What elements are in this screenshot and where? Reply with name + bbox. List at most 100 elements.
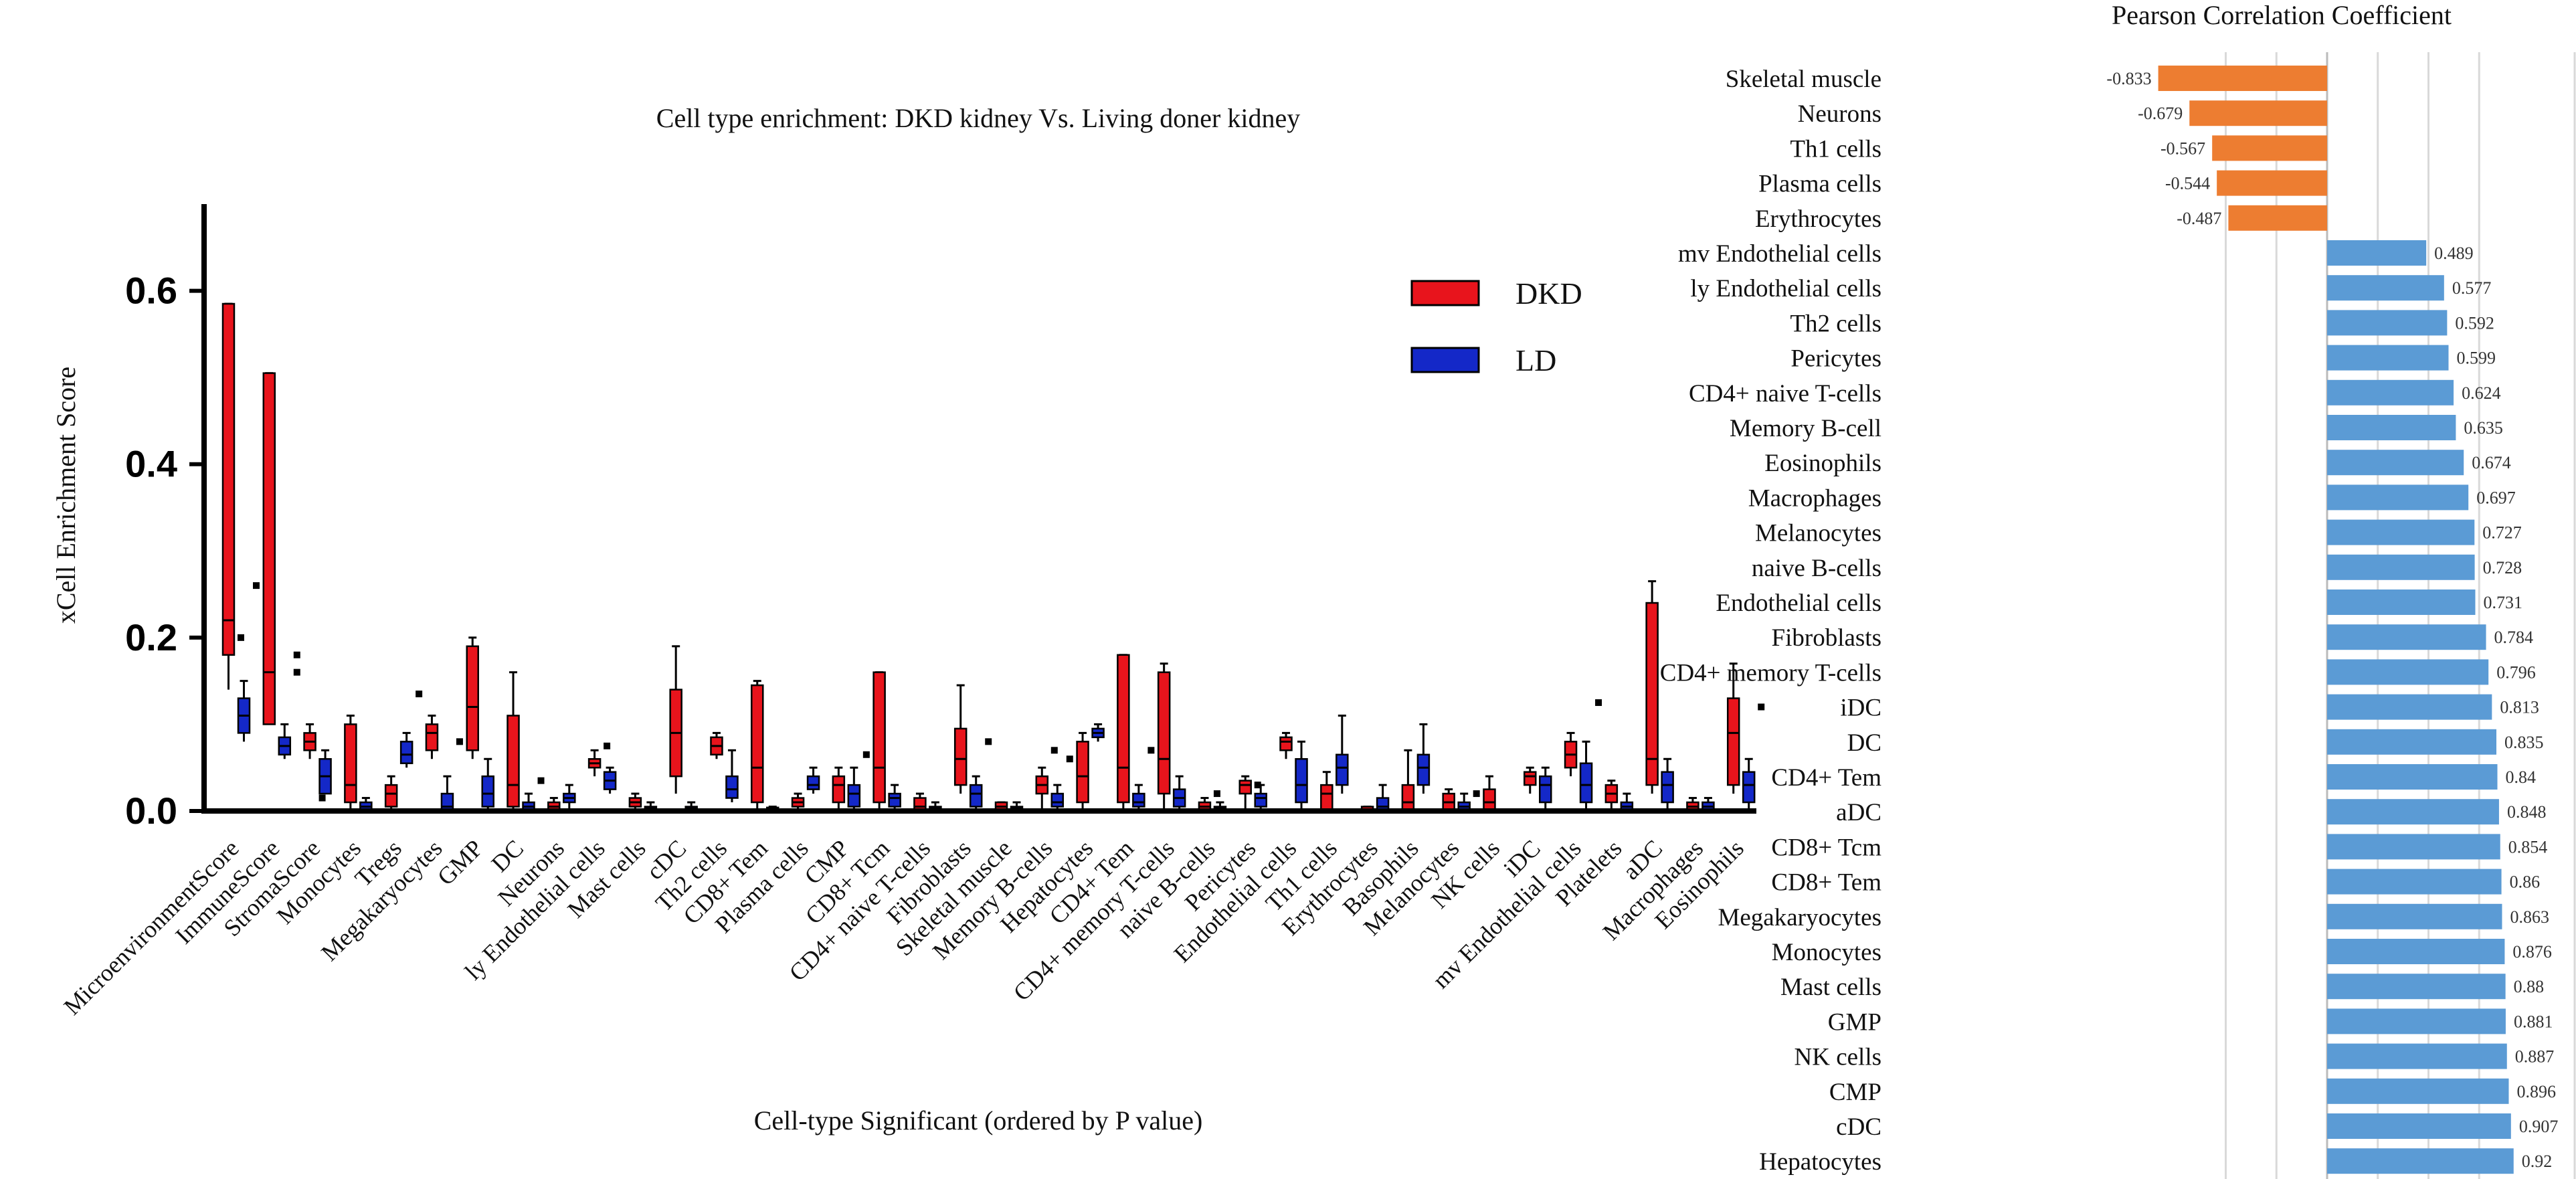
box-iqr [1661, 771, 1674, 804]
box-ld-endothelial-cells [1295, 740, 1308, 811]
bar [2189, 100, 2327, 126]
bar [2327, 764, 2498, 790]
bar-row-gmp: GMP 0.881 [1828, 1008, 2553, 1036]
box-iqr [888, 792, 901, 808]
box-x-axis: MicroenvironmentScoreImmuneScoreStromaSc… [59, 808, 1756, 1020]
bar-value-label: 0.887 [2515, 1047, 2555, 1067]
bar [2327, 834, 2500, 860]
bar [2327, 484, 2469, 511]
bar-value-label: 0.635 [2464, 418, 2503, 438]
legend-swatch-ld [1410, 347, 1480, 373]
legend-label-dkd: DKD [1515, 276, 1582, 310]
outlier-point [293, 668, 300, 676]
box-iqr [1726, 697, 1740, 786]
y-tick-label: 0.0 [125, 790, 177, 832]
bar-value-label: -0.544 [2165, 174, 2210, 193]
bar-value-label: 0.731 [2483, 593, 2522, 612]
box-ld-microenvironmentscore [237, 680, 251, 742]
bar-value-label: 0.489 [2434, 244, 2474, 263]
box-ld-eosinophils [1742, 757, 1756, 811]
bar [2327, 1078, 2509, 1104]
bar-row-cd8-tem: CD8+ Tem 0.86 [1771, 869, 2540, 897]
bar-value-label: 0.86 [2510, 873, 2541, 892]
bar [2217, 170, 2327, 196]
bar-row-memory-b-cell: Memory B-cell 0.635 [1730, 415, 2503, 442]
outlier-point [238, 634, 244, 641]
box-ld-cmp [847, 766, 861, 811]
bar [2327, 519, 2475, 545]
box-iqr [1483, 788, 1496, 812]
bar [2327, 1148, 2514, 1174]
box-iqr [1117, 654, 1130, 804]
bar-row-macrophages: Macrophages 0.697 [1748, 484, 2516, 512]
bar-value-label: -0.567 [2160, 139, 2205, 158]
bar-value-label: 0.896 [2516, 1082, 2556, 1101]
box-ld-pericytes [1254, 784, 1267, 811]
bar [2327, 939, 2505, 964]
box-chart-ylabel: xCell Enrichment Score [51, 367, 81, 624]
box-dkd-megakaryocytes [425, 714, 439, 759]
bar-row-pericytes: Pericytes 0.599 [1790, 345, 2496, 373]
y-tick-label: 0.6 [125, 270, 177, 312]
x-tick-label: MicroenvironmentScore [59, 834, 244, 1020]
box-dkd-cd4-naive-t-cells [913, 792, 927, 812]
bar [2327, 415, 2456, 440]
box-ld-neurons [563, 784, 576, 811]
box-iqr [1254, 792, 1267, 808]
outlier-point [1050, 747, 1058, 754]
box-iqr [384, 784, 398, 808]
bar-category-label: cDC [1836, 1113, 1881, 1141]
bar [2327, 1043, 2507, 1069]
bar-value-label: 0.813 [2500, 698, 2539, 717]
box-iqr [725, 775, 739, 799]
bar-row-melanocytes: Melanocytes 0.727 [1755, 519, 2522, 547]
bar-value-label: 0.881 [2514, 1012, 2553, 1031]
box-dkd-ly-endothelial-cells [587, 749, 602, 777]
bar-value-label: 0.876 [2512, 942, 2552, 962]
bar-row-monocytes: Monocytes 0.876 [1772, 939, 2552, 966]
box-iqr [806, 775, 820, 790]
legend-swatch-dkd [1410, 280, 1480, 306]
bar [2327, 379, 2454, 405]
outlier-point [537, 777, 545, 784]
bar-value-label: 0.592 [2455, 313, 2494, 333]
bar-value-label: 0.835 [2504, 733, 2544, 752]
y-tick-label: 0.2 [125, 616, 177, 658]
bar [2327, 659, 2489, 685]
bar [2327, 275, 2444, 301]
box-ld-hepatocytes [1091, 723, 1105, 742]
box-ld-memory-b-cells [1050, 784, 1065, 811]
box-dkd-th1-cells [1320, 771, 1333, 812]
box-dkd-stromascore [303, 723, 316, 759]
box-ld-ly-endothelial-cells [603, 766, 617, 794]
bar-row-cd8-tcm: CD8+ Tcm 0.854 [1771, 834, 2547, 861]
box-plot-marks [217, 302, 1765, 814]
bar-row-cmp: CMP 0.896 [1829, 1078, 2556, 1106]
outlier-point [604, 742, 611, 749]
bar-row-plasma-cells: Plasma cells -0.544 [1758, 170, 2327, 198]
outlier-point [1147, 747, 1155, 754]
box-iqr [969, 784, 983, 808]
box-dkd-th2-cells [710, 731, 723, 759]
box-ld-idc [1539, 766, 1552, 811]
box-dkd-hepatocytes [1076, 731, 1089, 811]
box-y-axis: 0.0 0.2 0.4 0.6 [125, 204, 207, 832]
bar [2327, 799, 2499, 825]
box-dkd-cmp [832, 766, 846, 811]
bar-value-label: 0.728 [2483, 558, 2522, 577]
box-iqr [751, 684, 764, 804]
outlier-point [456, 738, 463, 745]
box-iqr [425, 723, 439, 751]
box-ld-th1-cells [1336, 714, 1349, 794]
box-dkd-monocytes [344, 714, 357, 811]
box-chart-title: Cell type enrichment: DKD kidney Vs. Liv… [656, 103, 1300, 133]
box-dkd-nk-cells [1483, 775, 1496, 812]
bar-row-adc: aDC 0.848 [1836, 799, 2546, 826]
box-dkd-cd8-tem [751, 680, 764, 811]
bar [2158, 66, 2327, 91]
bar-value-label: 0.577 [2452, 278, 2492, 298]
box-iqr [399, 741, 413, 764]
box-dkd-eosinophils [1726, 662, 1740, 794]
box-ld-adc [1661, 757, 1674, 811]
box-dkd-adc [1645, 580, 1659, 794]
